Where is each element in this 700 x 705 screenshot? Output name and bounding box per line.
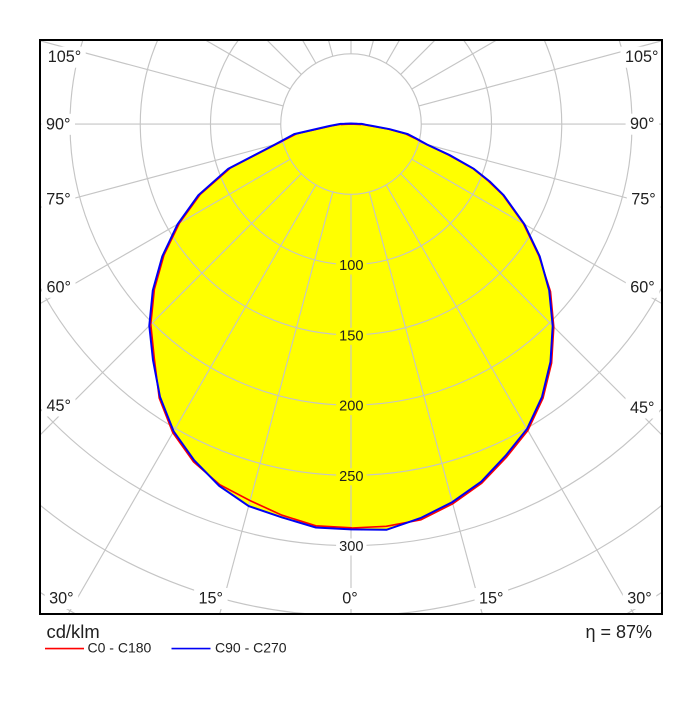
svg-text:cd/klm: cd/klm <box>47 621 100 642</box>
svg-text:30°: 30° <box>49 590 73 608</box>
svg-text:100: 100 <box>339 258 363 274</box>
svg-text:300: 300 <box>339 539 363 555</box>
svg-text:15°: 15° <box>199 590 223 608</box>
svg-text:30°: 30° <box>627 590 651 608</box>
svg-text:C0 - C180: C0 - C180 <box>88 640 152 656</box>
svg-text:150: 150 <box>339 328 363 344</box>
svg-text:C90 - C270: C90 - C270 <box>215 640 287 656</box>
svg-text:60°: 60° <box>46 278 70 296</box>
svg-text:0°: 0° <box>342 590 357 608</box>
svg-text:75°: 75° <box>631 191 655 209</box>
svg-text:105°: 105° <box>48 48 81 66</box>
svg-text:60°: 60° <box>630 278 654 296</box>
svg-text:75°: 75° <box>46 191 70 209</box>
svg-text:15°: 15° <box>479 590 503 608</box>
svg-text:250: 250 <box>339 469 363 485</box>
svg-text:200: 200 <box>339 399 363 415</box>
svg-text:105°: 105° <box>625 48 658 66</box>
svg-text:90°: 90° <box>46 115 70 133</box>
svg-text:η = 87%: η = 87% <box>586 622 653 642</box>
svg-text:45°: 45° <box>46 397 70 415</box>
svg-text:90°: 90° <box>630 115 654 133</box>
svg-text:45°: 45° <box>630 399 654 417</box>
